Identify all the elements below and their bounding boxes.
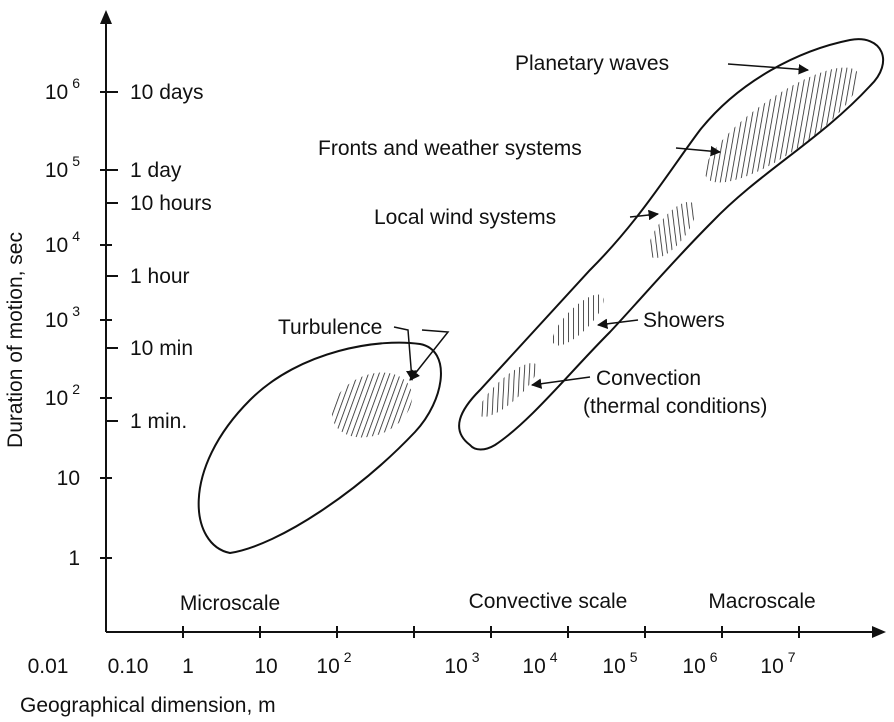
annotation: Planetary waves — [515, 52, 669, 75]
tick-label: 10 2 — [316, 649, 351, 678]
tick-base: 10 — [57, 467, 80, 490]
time-label: 1 hour — [130, 265, 190, 288]
tick-label: 10 4 — [45, 228, 80, 257]
scale-label: Convective scale — [469, 590, 628, 613]
tick-exponent: 2 — [72, 381, 80, 397]
y-arrow — [100, 10, 112, 24]
tick-base: 1 — [182, 655, 194, 678]
tick-exponent: 4 — [72, 228, 80, 244]
x-title: Geographical dimension, m — [20, 694, 276, 717]
tick-base: 10 — [45, 234, 68, 257]
arrow — [727, 63, 810, 75]
macro-region — [458, 38, 884, 451]
planetary-hatch — [704, 67, 860, 183]
x-ticks: 0.01 0.10 1 10 10 2 10 3 10 4 10 5 10 6 10 7 — [28, 626, 800, 678]
tick-label: 10 — [254, 655, 277, 678]
tick-base: 10 — [682, 655, 705, 678]
tick-exponent: 3 — [472, 649, 480, 665]
tick-exponent: 5 — [72, 153, 80, 169]
tick-exponent: 4 — [550, 649, 558, 665]
convection-hatch — [478, 363, 538, 417]
tick-label: 10 3 — [444, 649, 479, 678]
tick-label: 10 3 — [45, 303, 80, 332]
tick-label: 10 7 — [760, 649, 795, 678]
tick-base: 10 — [254, 655, 277, 678]
arrow — [409, 329, 450, 381]
turbulence-hatch — [331, 372, 413, 438]
x-arrow — [872, 626, 886, 638]
tick-exponent: 2 — [344, 649, 352, 665]
tick-base: 10 — [45, 159, 68, 182]
tick-base: 10 — [45, 81, 68, 104]
annotation: Showers — [643, 309, 725, 332]
scale-label: Microscale — [180, 592, 280, 615]
showers-hatch — [552, 294, 604, 346]
local-wind-hatch — [648, 201, 696, 259]
arrow — [393, 326, 417, 382]
tick-base: 10 — [522, 655, 545, 678]
tick-label: 10 6 — [45, 75, 80, 104]
tick-label: 10 5 — [45, 153, 80, 182]
tick-base: 0.10 — [108, 655, 149, 678]
tick-exponent: 6 — [72, 75, 80, 91]
tick-exponent: 5 — [630, 649, 638, 665]
time-label: 1 min. — [130, 410, 187, 433]
annotation: Turbulence — [278, 316, 382, 339]
tick-label: 10 — [57, 467, 80, 490]
time-label: 10 hours — [130, 192, 212, 215]
y-title: Duration of motion, sec — [4, 232, 27, 448]
tick-exponent: 7 — [788, 649, 796, 665]
arrow — [530, 376, 591, 389]
tick-base: 10 — [602, 655, 625, 678]
tick-label: 10 6 — [682, 649, 717, 678]
tick-exponent: 3 — [72, 303, 80, 319]
annotation: Fronts and weather systems — [318, 137, 582, 160]
arrow — [675, 145, 722, 157]
annotation: Convection — [596, 367, 701, 390]
arrow — [596, 318, 639, 330]
annotation: (thermal conditions) — [583, 395, 767, 418]
time-label: 10 min — [130, 337, 193, 360]
tick-label: 1 — [68, 547, 80, 570]
tick-base: 10 — [760, 655, 783, 678]
tick-label: 10 5 — [602, 649, 637, 678]
tick-base: 10 — [316, 655, 339, 678]
micro-region — [197, 341, 442, 555]
tick-base: 1 — [68, 547, 80, 570]
time-label: 10 days — [130, 81, 204, 104]
tick-label: 10 4 — [522, 649, 557, 678]
tick-label: 0.01 — [28, 655, 69, 678]
tick-exponent: 6 — [710, 649, 718, 665]
tick-base: 10 — [45, 387, 68, 410]
tick-base: 10 — [444, 655, 467, 678]
arrow — [629, 209, 660, 221]
tick-label: 10 2 — [45, 381, 80, 410]
time-label: 1 day — [130, 159, 182, 182]
tick-base: 0.01 — [28, 655, 69, 678]
tick-label: 0.10 — [108, 655, 149, 678]
tick-label: 1 — [182, 655, 194, 678]
annotation: Local wind systems — [374, 206, 556, 229]
scale-label: Macroscale — [708, 590, 815, 613]
arrows — [393, 63, 810, 389]
tick-base: 10 — [45, 309, 68, 332]
